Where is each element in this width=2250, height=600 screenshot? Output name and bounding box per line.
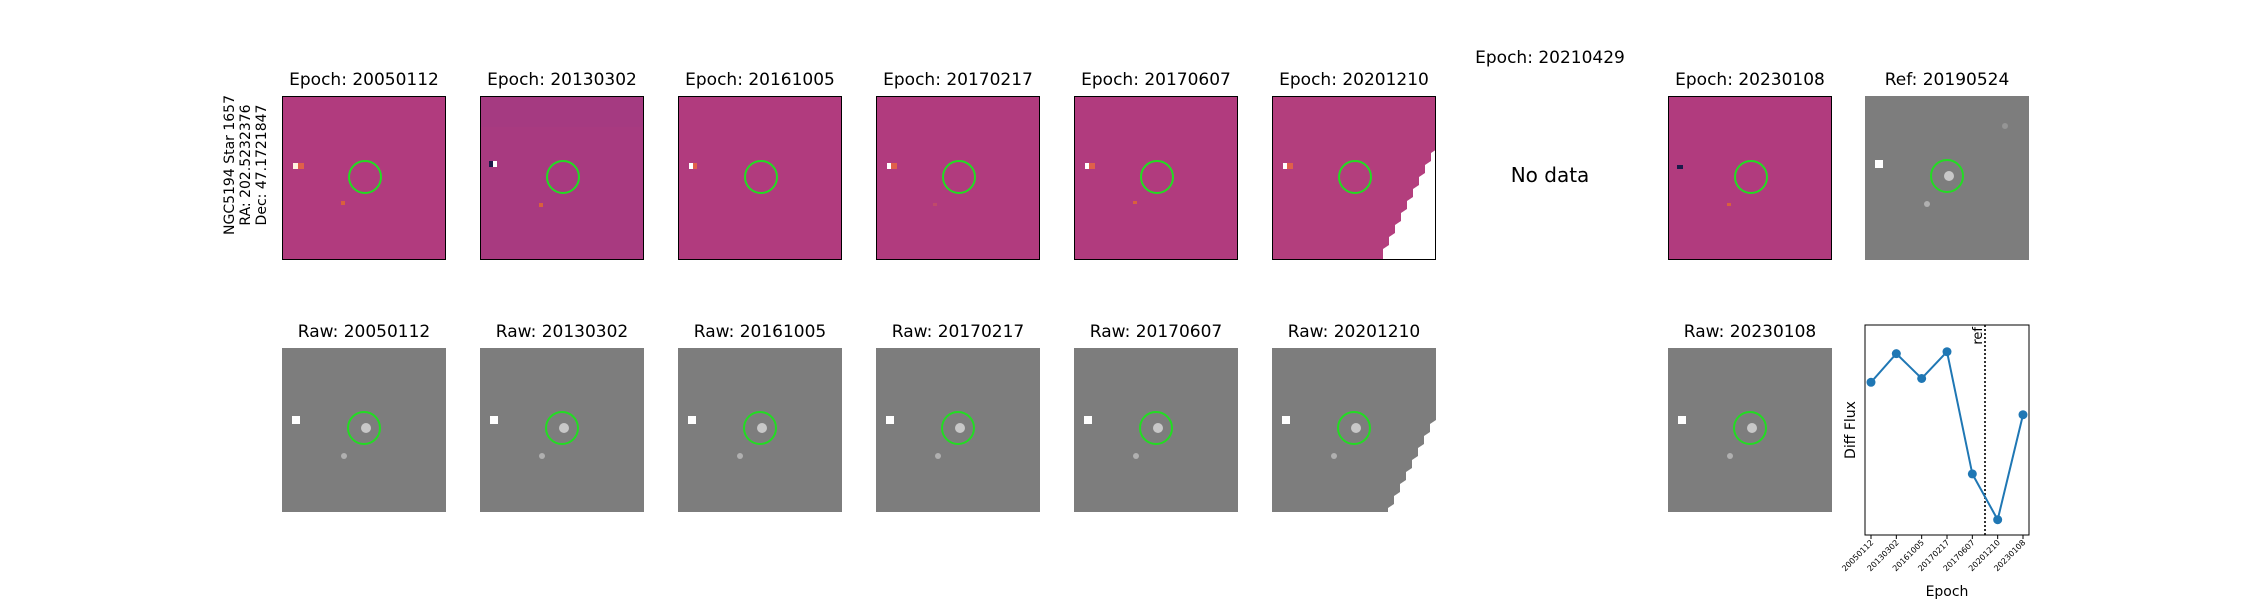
target-circle bbox=[744, 160, 778, 194]
series-line bbox=[1870, 349, 2024, 523]
ref-title: Ref: 20190524 bbox=[1884, 70, 2010, 90]
diff-title-6: Epoch: 20210429 bbox=[1475, 48, 1625, 68]
target-circle bbox=[545, 411, 579, 445]
diff-image-3 bbox=[876, 96, 1040, 260]
target-circle bbox=[1140, 160, 1174, 194]
target-circle bbox=[743, 411, 777, 445]
target-circle bbox=[1337, 411, 1371, 445]
diff-image-2 bbox=[678, 96, 842, 260]
diff-title-4: Epoch: 20170607 bbox=[1081, 70, 1231, 90]
target-circle bbox=[1338, 160, 1372, 194]
reference-line-label: ref bbox=[1971, 327, 1986, 345]
diff-title-5: Epoch: 20201210 bbox=[1279, 70, 1429, 90]
target-circle bbox=[942, 160, 976, 194]
raw-title-0: Raw: 20050112 bbox=[297, 322, 431, 342]
diff-image-5 bbox=[1272, 96, 1436, 260]
raw-title-1: Raw: 20130302 bbox=[495, 322, 629, 342]
raw-title-3: Raw: 20170217 bbox=[891, 322, 1025, 342]
diff-title-2: Epoch: 20161005 bbox=[685, 70, 835, 90]
diff-image-3-svg bbox=[877, 97, 1039, 259]
diff-image-1-svg bbox=[481, 97, 643, 259]
diff-title-1: Epoch: 20130302 bbox=[487, 70, 637, 90]
target-circle bbox=[941, 411, 975, 445]
data-point-1 bbox=[1891, 349, 1901, 359]
data-point-0 bbox=[1866, 377, 1876, 387]
raw-image-5 bbox=[1272, 348, 1436, 512]
diff-image-2-svg bbox=[679, 97, 841, 259]
diff-image-1 bbox=[480, 96, 644, 260]
lc-ylabel: Diff Flux bbox=[1843, 401, 1859, 459]
raw-image-1 bbox=[480, 348, 644, 512]
raw-image-6 bbox=[1668, 348, 1832, 512]
raw-title-5: Raw: 20201210 bbox=[1287, 322, 1421, 342]
diff-title-3: Epoch: 20170217 bbox=[883, 70, 1033, 90]
data-point-3 bbox=[1942, 347, 1952, 357]
raw-image-0 bbox=[282, 348, 446, 512]
data-point-5 bbox=[1993, 515, 2003, 525]
diff-title-7: Epoch: 20230108 bbox=[1675, 70, 1825, 90]
data-point-2 bbox=[1917, 373, 1927, 383]
raw-image-4 bbox=[1074, 348, 1238, 512]
target-circle bbox=[347, 411, 381, 445]
diff-title-0: Epoch: 20050112 bbox=[289, 70, 439, 90]
no-data-label: No data bbox=[1510, 163, 1590, 187]
raw-title-2: Raw: 20161005 bbox=[693, 322, 827, 342]
diff-image-0 bbox=[282, 96, 446, 260]
diff-image-5-svg bbox=[1273, 97, 1435, 259]
ref-image bbox=[1865, 96, 2029, 260]
target-circle bbox=[348, 160, 382, 194]
diff-image-4 bbox=[1074, 96, 1238, 260]
data-point-6 bbox=[2018, 410, 2028, 420]
target-circle bbox=[1930, 159, 1964, 193]
raw-image-3 bbox=[876, 348, 1040, 512]
diff-image-7-svg bbox=[1669, 97, 1831, 259]
ref-image-svg bbox=[1865, 96, 2029, 260]
target-circle bbox=[546, 160, 580, 194]
diff-image-0-svg bbox=[283, 97, 445, 259]
raw-title-6: Raw: 20230108 bbox=[1683, 322, 1817, 342]
diff-image-4-svg bbox=[1075, 97, 1237, 259]
target-circle bbox=[1733, 411, 1767, 445]
raw-image-2 bbox=[678, 348, 842, 512]
raw-title-4: Raw: 20170607 bbox=[1089, 322, 1223, 342]
target-circle bbox=[1734, 160, 1768, 194]
target-circle bbox=[1139, 411, 1173, 445]
diff-image-7 bbox=[1668, 96, 1832, 260]
data-point-4 bbox=[1967, 469, 1977, 479]
lc-xlabel: Epoch bbox=[1926, 584, 1969, 600]
